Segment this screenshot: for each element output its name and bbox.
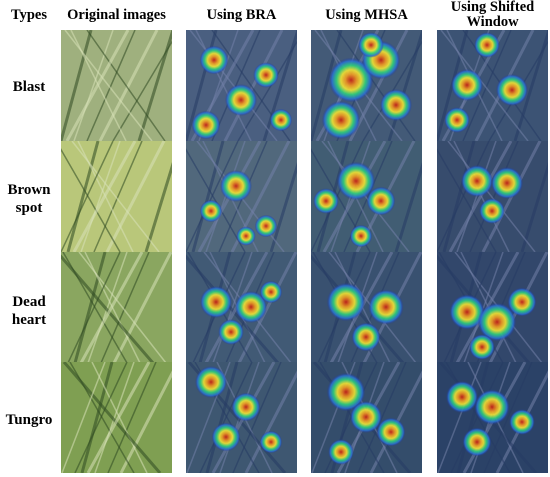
tungro-original-image xyxy=(61,362,172,473)
row-label-dead-heart: Dead heart xyxy=(11,294,47,328)
blast-bra-image xyxy=(186,30,297,141)
header-using-shifted-window: Using Shifted Window xyxy=(450,0,535,30)
header-using-bra: Using BRA xyxy=(206,7,277,23)
brown-spot-bra-image xyxy=(186,141,297,252)
header-types: Types xyxy=(11,7,47,23)
row-label-tungro: Tungro xyxy=(5,412,53,428)
header-using-mhsa: Using MHSA xyxy=(325,7,408,23)
dead-heart-shifted-image xyxy=(437,252,548,363)
row-label-brown-spot: Brown spot xyxy=(7,182,51,216)
dead-heart-mhsa-image xyxy=(311,252,422,363)
blast-original-image xyxy=(61,30,172,141)
header-original-images: Original images xyxy=(67,7,166,23)
row-label-blast: Blast xyxy=(12,79,46,95)
blast-mhsa-image xyxy=(311,30,422,141)
brown-spot-original-image xyxy=(61,141,172,252)
dead-heart-bra-image xyxy=(186,252,297,363)
tungro-mhsa-image xyxy=(311,362,422,473)
blast-shifted-image xyxy=(437,30,548,141)
brown-spot-shifted-image xyxy=(437,141,548,252)
brown-spot-mhsa-image xyxy=(311,141,422,252)
dead-heart-original-image xyxy=(61,252,172,363)
tungro-shifted-image xyxy=(437,362,548,473)
tungro-bra-image xyxy=(186,362,297,473)
